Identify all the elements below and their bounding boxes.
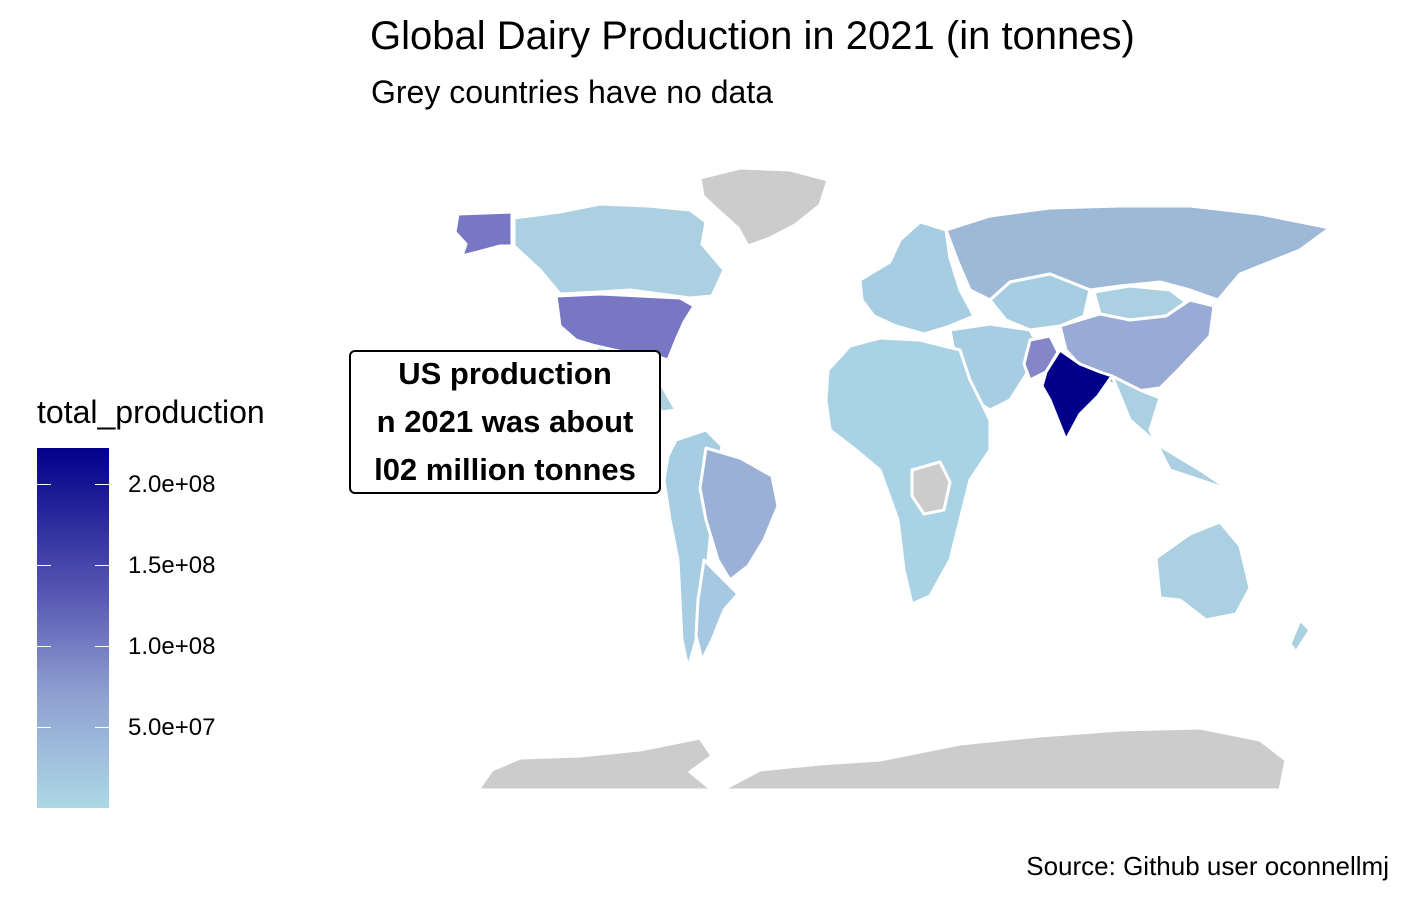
region-usa [554, 292, 696, 362]
us-annotation-box: US production n 2021 was about l02 milli… [349, 350, 661, 494]
region-alaska [453, 210, 514, 258]
legend-tick-right [95, 565, 109, 566]
region-india [1040, 348, 1114, 442]
region-greenland [698, 166, 830, 248]
region-southeast-asia [1110, 374, 1232, 492]
legend-tick-label: 1.5e+08 [128, 552, 216, 579]
legend-tick-right [95, 646, 109, 647]
region-africa [824, 336, 992, 606]
legend-colorbar [37, 448, 109, 808]
legend-tick-left [37, 565, 51, 566]
region-central-asia [988, 272, 1092, 332]
legend-tick-right [95, 727, 109, 728]
legend-title: total_production [37, 394, 265, 430]
region-argentina [694, 558, 740, 662]
map-subtitle: Grey countries have no data [371, 74, 774, 110]
region-antarctica [476, 736, 714, 792]
region-antarctica-east [720, 726, 1288, 792]
map-title: Global Dairy Production in 2021 (in tonn… [370, 14, 1135, 58]
annotation-line-3: l02 million tonnes [374, 452, 636, 487]
region-australia [1154, 520, 1252, 622]
legend-tick-label: 2.0e+08 [128, 471, 216, 498]
legend-tick-left [37, 727, 51, 728]
legend-tick-right [95, 484, 109, 485]
annotation-line-1: US production [398, 356, 612, 391]
source-caption: Source: Github user oconnellmj [1026, 851, 1389, 881]
legend-tick-left [37, 484, 51, 485]
legend-tick-left [37, 646, 51, 647]
region-europe [858, 220, 976, 336]
region-dr-congo [910, 460, 952, 516]
region-brazil [698, 446, 780, 582]
legend-tick-label: 5.0e+07 [128, 714, 216, 741]
annotation-line-2: n 2021 was about [376, 404, 634, 439]
region-canada [512, 202, 726, 300]
legend-tick-label: 1.0e+08 [128, 633, 216, 660]
region-new-zealand [1288, 618, 1312, 654]
